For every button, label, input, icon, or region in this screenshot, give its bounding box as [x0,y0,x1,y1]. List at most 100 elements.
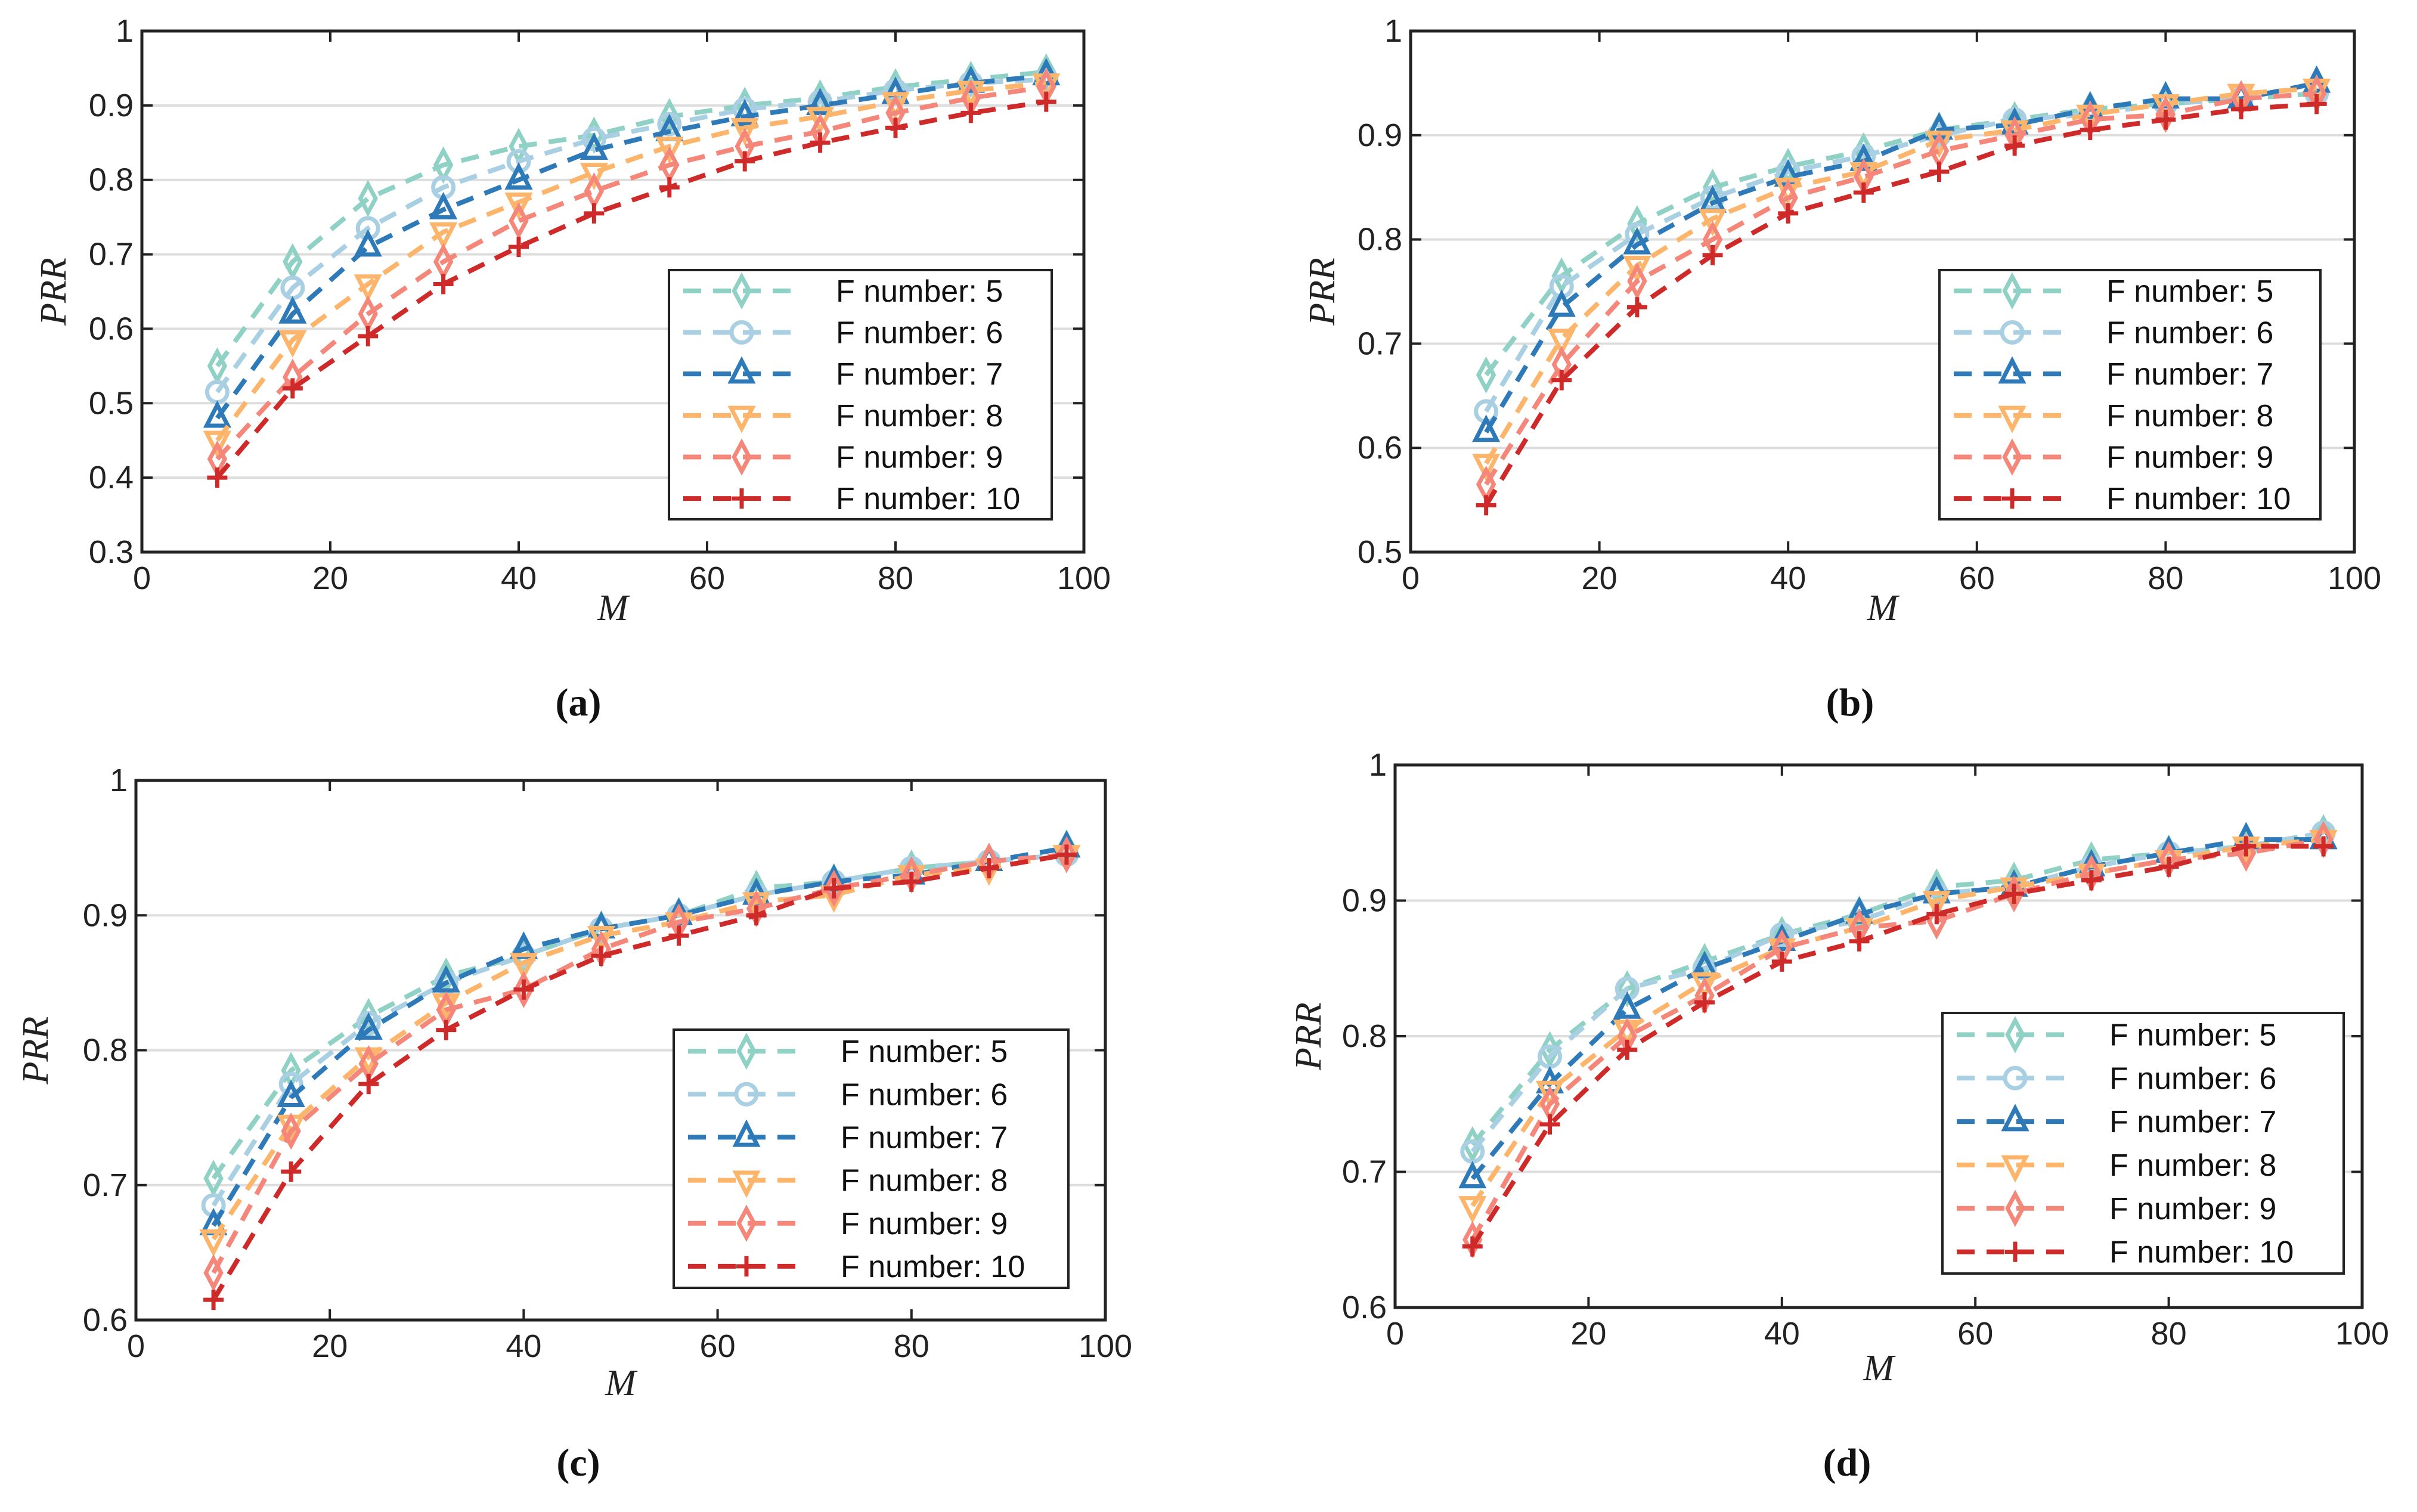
legend-item: F number: 5 [1954,272,2273,310]
legend-label: F number: 7 [2109,1105,2276,1139]
legend: F number: 5 F number: 6 F number: 7 F numbe… [1941,1012,2345,1275]
legend-item: F number: 9 [688,1204,1008,1242]
data-point [1623,256,1651,284]
data-point [1922,891,1951,919]
legend-item: F number: 9 [683,438,1003,476]
legend-marker [2002,438,2022,476]
legend-item: F number: 7 [688,1119,1008,1155]
series-line [1470,844,2324,1248]
data-point [1771,951,1792,972]
legend-marker [1998,405,2026,433]
legend-label: F number: 9 [2106,441,2273,475]
x-tick-label: 100 [1057,560,1111,596]
data-point [1551,370,1572,391]
data-point [207,467,228,488]
y-tick-label: 0.6 [1358,430,1402,466]
x-tick-label: 0 [133,560,151,596]
legend-marker [2003,1065,2028,1090]
data-point [358,1074,379,1095]
legend-item: F number: 6 [688,1077,1008,1112]
legend-item: F number: 6 [1954,316,2273,351]
legend: F number: 5 F number: 6 F number: 7 F numbe… [668,269,1053,520]
data-point [355,216,380,241]
data-point [1627,262,1647,300]
data-point [1626,297,1647,318]
data-point [1778,203,1799,224]
legend-marker [727,356,756,384]
data-point [823,878,844,898]
data-point [901,871,922,892]
data-point [504,192,533,220]
data-point [978,858,999,879]
data-point [429,222,458,250]
data-point [203,1254,224,1292]
data-point [956,65,985,93]
legend-label: F number: 9 [2109,1192,2276,1226]
data-point [1627,205,1647,243]
legend-marker [2002,272,2022,310]
y-tick-label: 0.7 [1358,326,1402,361]
data-point [2236,836,2257,857]
data-point [806,107,835,135]
data-point [735,151,755,172]
series-line [211,852,1067,1207]
data-point [1926,904,1947,925]
data-point [354,274,382,302]
legend-marker [736,1204,757,1242]
legend-box [673,1028,1070,1289]
x-tick-label: 60 [1959,560,1995,596]
y-tick-label: 0.5 [1358,534,1402,570]
legend-box [1938,269,2322,520]
series-line [1470,830,2324,1153]
data-point [509,128,529,165]
data-point [730,98,759,126]
x-tick-label: 40 [1770,560,1806,596]
data-point [810,132,831,153]
y-tick-label: 0.9 [89,88,134,123]
legend-marker [2005,1016,2025,1054]
legend-item: F number: 8 [1957,1148,2276,1183]
legend-marker [732,438,752,476]
y-tick-label: 0.6 [83,1302,128,1338]
legend-marker [2001,1104,2029,1132]
data-point [281,1113,301,1150]
legend-marker [734,1082,759,1107]
legend-label: F number: 7 [836,357,1003,392]
x-tick-label: 40 [1764,1316,1800,1352]
legend-label: F number: 10 [841,1250,1025,1284]
data-point [1698,209,1727,237]
legend-item: F number: 7 [683,356,1003,392]
legend-item: F number: 9 [1954,438,2273,476]
legend-item: F number: 7 [1954,356,2273,392]
y-tick-label: 0.5 [89,385,134,421]
data-point [1547,329,1576,357]
plot-frame [1393,763,2364,1309]
data-point [278,296,307,324]
data-point [1617,970,1638,1008]
data-point [2306,94,2327,114]
y-tick-label: 0.9 [83,897,128,933]
data-point [730,118,759,146]
legend-item: F number: 6 [1957,1061,2276,1096]
data-point [584,172,605,210]
x-tick-label: 20 [312,1328,348,1364]
data-point [509,237,529,258]
series-line [1484,101,2317,507]
legend-marker [732,488,752,509]
series-line [215,80,1047,442]
data-point [504,162,533,190]
y-tick-label: 0.7 [1342,1154,1387,1190]
data-point [746,905,767,926]
data-point [203,430,231,458]
data-point [1853,182,1874,203]
x-axis-label: M [597,588,630,628]
x-tick-label: 80 [894,1328,929,1364]
legend-item: F number: 5 [1957,1016,2276,1054]
data-point [278,1071,303,1096]
data-point [2313,836,2334,857]
legend-label: F number: 7 [2106,357,2273,392]
y-tick-label: 1 [110,763,128,798]
data-point [1702,244,1723,265]
legend-marker [2005,1189,2025,1227]
y-tick-label: 0.9 [1358,117,1402,153]
